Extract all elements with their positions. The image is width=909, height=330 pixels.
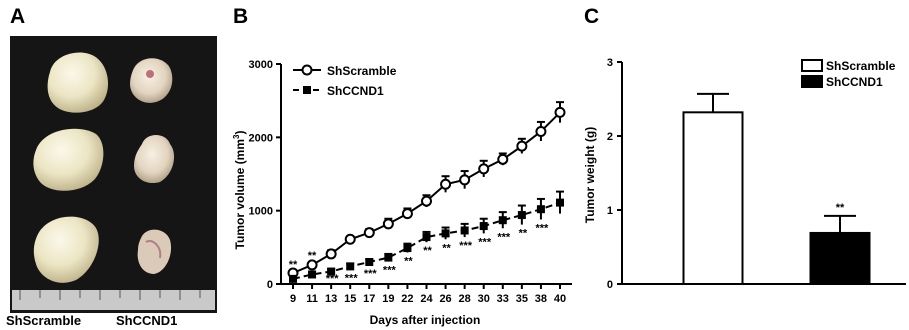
volume-x-tick-label: 13 bbox=[325, 293, 337, 305]
data-point bbox=[403, 244, 412, 253]
volume-x-axis-label: Days after injection bbox=[370, 313, 481, 327]
weight-y-tick-label: 2 bbox=[607, 131, 613, 143]
tumor-scramble-2 bbox=[33, 128, 104, 191]
tumor-photo bbox=[10, 36, 217, 313]
tumor-ccnd1-1 bbox=[130, 58, 173, 103]
tumor-ccnd1-3 bbox=[137, 229, 172, 274]
data-point bbox=[306, 259, 318, 271]
tumor-weight-bar-chart: Tumor weight (g) 0 1 2 3 ** ShScramble ShCCND1 bbox=[583, 57, 906, 291]
significance-mark: ** bbox=[423, 245, 432, 257]
significance-mark: ** bbox=[404, 255, 413, 267]
data-point bbox=[535, 125, 547, 137]
data-point bbox=[497, 153, 509, 165]
data-point bbox=[401, 208, 413, 220]
data-point bbox=[308, 270, 317, 279]
volume-x-tick-label: 26 bbox=[439, 293, 451, 305]
legend-label-shccnd1: ShCCND1 bbox=[826, 75, 883, 89]
volume-x-tick-label: 15 bbox=[344, 293, 356, 305]
data-point bbox=[327, 267, 336, 276]
legend-swatch-shscramble bbox=[801, 59, 823, 72]
legend-label-shscramble: ShScramble bbox=[327, 64, 397, 78]
weight-y-axis-label: Tumor weight (g) bbox=[583, 127, 597, 223]
volume-x-tick-label: 33 bbox=[497, 293, 509, 305]
significance-mark: ** bbox=[308, 250, 317, 262]
volume-x-tick-label: 11 bbox=[306, 293, 318, 305]
significance-mark: ** bbox=[519, 228, 528, 240]
data-point bbox=[460, 226, 469, 235]
data-point bbox=[479, 222, 488, 231]
data-point bbox=[382, 218, 394, 230]
significance-mark: *** bbox=[345, 272, 359, 284]
weight-y-tick-label: 0 bbox=[607, 279, 613, 291]
volume-x-tick-label: 30 bbox=[478, 293, 490, 305]
data-point bbox=[422, 233, 431, 242]
data-point bbox=[363, 227, 375, 239]
volume-x-tick-label: 28 bbox=[459, 293, 471, 305]
legend-marker bbox=[303, 86, 311, 94]
panel-letter-c: C bbox=[584, 5, 600, 28]
series-line-shccnd1 bbox=[292, 201, 561, 280]
data-point bbox=[536, 205, 545, 214]
tumor-scramble-3 bbox=[33, 216, 99, 283]
weight-y-tick-label: 3 bbox=[607, 57, 613, 69]
significance-mark: ** bbox=[289, 259, 298, 271]
significance-mark: ** bbox=[442, 242, 451, 254]
volume-y-tick-label: 3000 bbox=[249, 59, 273, 71]
significance-mark: *** bbox=[383, 264, 397, 276]
significance-mark: *** bbox=[536, 222, 550, 234]
volume-y-tick-label: 2000 bbox=[249, 132, 273, 144]
data-point bbox=[517, 211, 526, 220]
data-point bbox=[346, 262, 355, 271]
data-point bbox=[556, 198, 564, 207]
bar-shscramble bbox=[682, 111, 744, 285]
data-point bbox=[441, 229, 450, 238]
legend-label-shccnd1: ShCCND1 bbox=[327, 84, 384, 98]
volume-x-tick-label: 38 bbox=[535, 293, 547, 305]
data-point bbox=[365, 258, 374, 266]
weight-y-tick-label: 1 bbox=[607, 205, 613, 217]
bar-shccnd1 bbox=[809, 231, 871, 286]
data-point bbox=[421, 195, 432, 207]
data-point bbox=[516, 140, 528, 152]
volume-y-tick-label: 1000 bbox=[249, 206, 273, 218]
volume-y-axis-label: Tumor volume (mm3) bbox=[232, 131, 247, 250]
significance-mark: *** bbox=[497, 231, 511, 243]
data-point bbox=[325, 248, 337, 260]
legend-label-shscramble: ShScramble bbox=[826, 59, 896, 73]
data-point bbox=[478, 163, 490, 175]
tumor-volume-line-chart: Tumor volume (mm3) Days after injection … bbox=[232, 59, 572, 327]
data-point bbox=[384, 253, 393, 262]
photo-label-shscramble: ShScramble bbox=[6, 313, 82, 328]
significance-mark: ** bbox=[836, 202, 845, 214]
data-point bbox=[440, 178, 452, 190]
panel-letter-a: A bbox=[10, 5, 26, 28]
data-point bbox=[344, 233, 356, 245]
volume-x-tick-label: 19 bbox=[382, 293, 394, 305]
data-point bbox=[459, 174, 471, 186]
volume-y-tick-label: 0 bbox=[267, 279, 273, 291]
significance-mark: *** bbox=[364, 268, 378, 280]
volume-x-tick-label: 17 bbox=[363, 293, 375, 305]
volume-x-tick-label: 35 bbox=[516, 293, 528, 305]
data-point bbox=[498, 216, 507, 225]
tumor-photo-drawing bbox=[10, 36, 217, 313]
data-point bbox=[554, 106, 566, 118]
volume-x-tick-label: 9 bbox=[290, 293, 296, 305]
volume-x-tick-label: 22 bbox=[401, 293, 413, 305]
data-point bbox=[289, 274, 297, 283]
legend-swatch-shccnd1 bbox=[801, 75, 823, 88]
tumor-scramble-1 bbox=[47, 52, 109, 113]
legend-marker bbox=[301, 64, 313, 76]
volume-x-tick-label: 24 bbox=[420, 293, 433, 305]
tumor-ccnd1-2 bbox=[134, 135, 175, 184]
panel-letter-b: B bbox=[233, 5, 249, 28]
significance-mark: *** bbox=[459, 240, 473, 252]
significance-mark: *** bbox=[478, 236, 492, 248]
significance-mark: *** bbox=[326, 273, 340, 285]
volume-x-tick-label: 40 bbox=[554, 293, 566, 305]
photo-label-shccnd1: ShCCND1 bbox=[116, 313, 178, 328]
